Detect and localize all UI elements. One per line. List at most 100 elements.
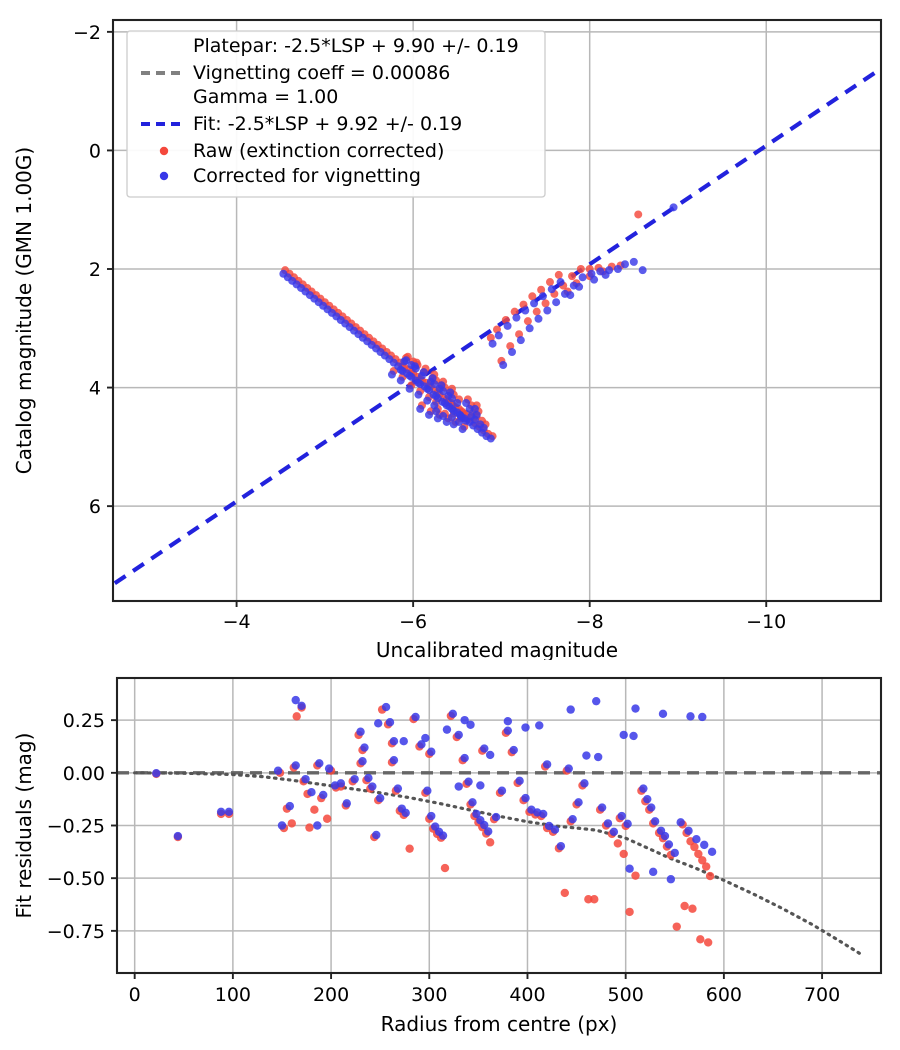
y-tick-label: 4 (89, 378, 101, 400)
data-point (631, 871, 640, 880)
data-point (440, 863, 450, 873)
data-point (556, 841, 566, 851)
data-point (375, 793, 385, 803)
data-point (430, 401, 439, 410)
legend-label: Fit: -2.5*LSP + 9.92 +/- 0.19 (193, 113, 462, 135)
data-point (405, 384, 414, 393)
data-point (619, 849, 628, 859)
data-point (541, 299, 550, 308)
y-tick-label: 2 (89, 259, 101, 281)
data-point (491, 812, 501, 822)
data-point (152, 769, 161, 778)
data-point (516, 336, 525, 345)
data-point (476, 781, 485, 790)
gridlines (117, 678, 881, 973)
data-point (609, 827, 619, 837)
calibration-plot: −4 −6 −8 −10 −2 0 2 4 6 Uncalibrated magnitude Cat… (12, 18, 883, 660)
data-point (453, 398, 462, 407)
data-point (273, 766, 283, 775)
data-point (694, 849, 703, 859)
data-point (625, 864, 634, 873)
data-point (552, 298, 561, 307)
x-tick-label: 400 (509, 984, 545, 1006)
data-point (460, 753, 469, 763)
data-point (684, 826, 693, 835)
data-point (279, 269, 288, 278)
data-point (465, 404, 474, 413)
data-point (669, 203, 678, 212)
data-point (509, 745, 518, 755)
data-point (372, 830, 381, 840)
data-point (405, 371, 414, 380)
data-point (423, 786, 432, 795)
y-axis-label: Catalog magnitude (GMN 1.00G) (12, 147, 36, 474)
legend-label: Gamma = 1.00 (193, 86, 338, 108)
data-point (521, 793, 530, 803)
y-tick-label: 0.25 (63, 710, 105, 732)
data-point (584, 895, 593, 904)
data-point (538, 809, 548, 819)
data-point (486, 434, 495, 443)
data-point (639, 784, 648, 793)
data-point (310, 805, 319, 814)
data-point (389, 737, 399, 746)
data-point (666, 875, 676, 884)
legend-label: Platepar: -2.5*LSP + 9.90 +/- 0.19 (193, 35, 519, 57)
data-point (634, 210, 643, 219)
data-point (528, 292, 537, 301)
data-point (462, 398, 471, 407)
data-point (550, 825, 560, 834)
x-axis-label: Radius from centre (px) (381, 1012, 618, 1036)
data-point (405, 844, 414, 853)
data-point (313, 821, 322, 830)
data-point (603, 819, 613, 828)
data-point (216, 807, 226, 817)
data-point (448, 709, 458, 719)
data-point (287, 819, 296, 828)
data-point (700, 840, 709, 850)
data-point (387, 370, 396, 379)
data-point (421, 733, 430, 743)
data-point (660, 831, 670, 841)
data-point (374, 719, 383, 728)
data-point (705, 871, 715, 881)
data-point (399, 737, 408, 746)
data-point (472, 410, 481, 419)
data-point (512, 313, 521, 322)
data-point (307, 788, 316, 797)
data-point (613, 839, 623, 848)
data-point (432, 391, 441, 400)
x-tick-label: 200 (313, 984, 349, 1006)
data-point (503, 716, 513, 726)
data-point (688, 904, 697, 913)
data-point (590, 895, 599, 904)
data-point (543, 306, 552, 315)
data-point (356, 727, 365, 736)
legend-label: Raw (extinction corrected) (193, 140, 444, 162)
data-point (454, 730, 463, 740)
x-tick-label: −8 (576, 611, 604, 633)
axes-frame (111, 18, 883, 603)
data-point (658, 709, 668, 719)
data-point (360, 743, 369, 752)
residual-series-corrected (152, 695, 717, 884)
data-point (574, 798, 583, 807)
data-point (542, 760, 552, 769)
data-point (580, 779, 589, 788)
data-point (554, 270, 563, 279)
data-point (277, 821, 287, 830)
data-point (342, 799, 351, 808)
data-point (305, 823, 314, 832)
legend-label: Corrected for vignetting (193, 165, 421, 187)
data-point (647, 803, 656, 812)
data-point (479, 423, 488, 432)
data-point (619, 730, 628, 740)
data-point (643, 794, 652, 804)
data-point (597, 803, 607, 812)
data-point (336, 779, 346, 788)
data-point (566, 291, 575, 300)
data-point (396, 376, 405, 385)
data-point (358, 757, 367, 766)
axes-frame (115, 676, 883, 975)
